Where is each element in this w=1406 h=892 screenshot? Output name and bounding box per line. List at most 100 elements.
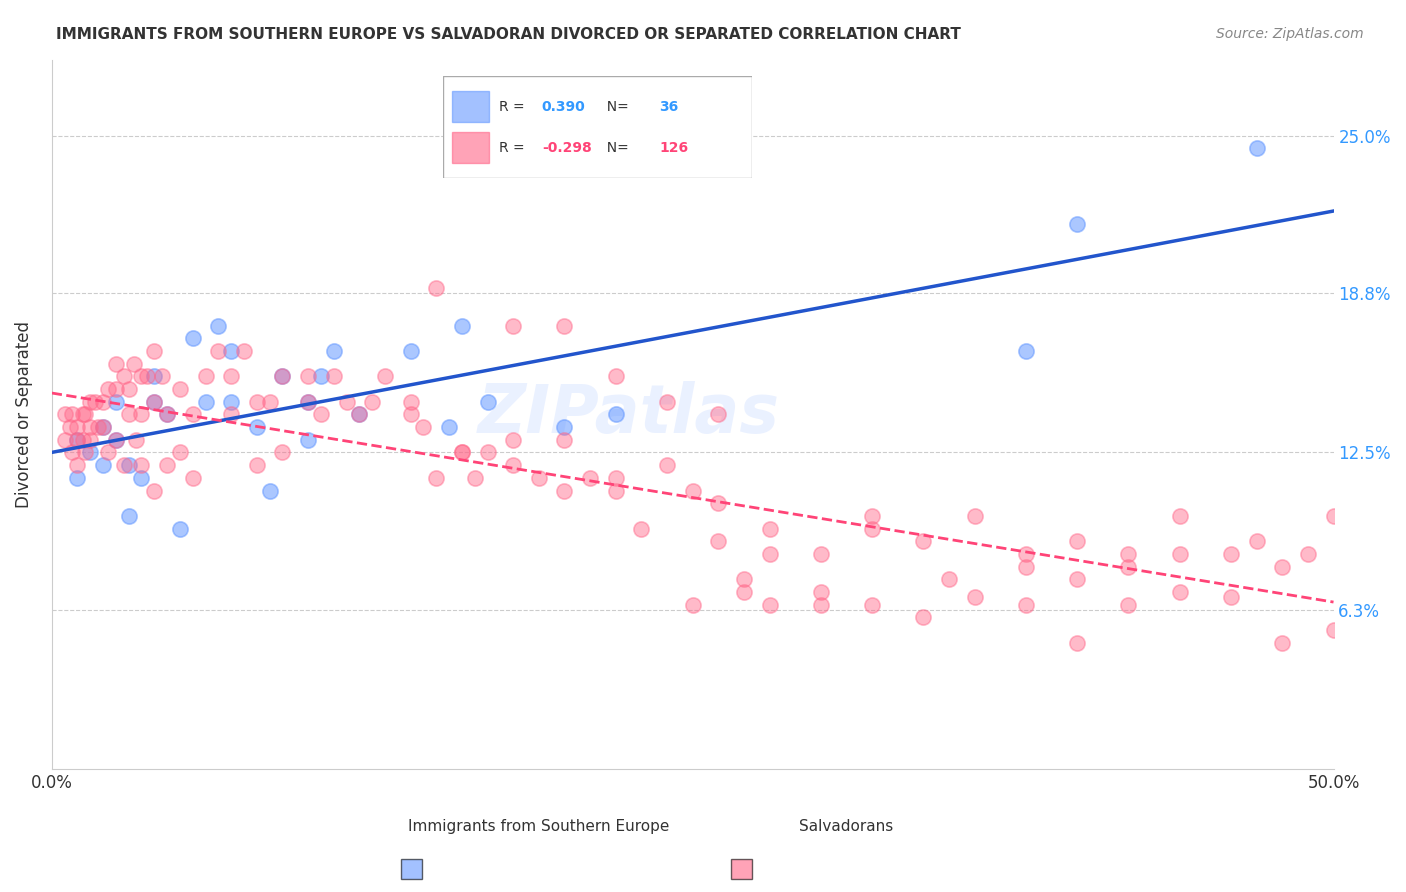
Point <box>553 433 575 447</box>
Point <box>605 483 627 498</box>
Point <box>112 369 135 384</box>
Point <box>131 408 153 422</box>
Point <box>1015 547 1038 561</box>
Point <box>464 471 486 485</box>
Point <box>963 508 986 523</box>
Point <box>1296 547 1319 561</box>
Point <box>91 420 114 434</box>
Point <box>60 445 83 459</box>
Point <box>437 420 460 434</box>
Point <box>118 458 141 472</box>
Point <box>1220 590 1243 604</box>
Point <box>75 445 97 459</box>
Point <box>553 318 575 333</box>
Point <box>1168 508 1191 523</box>
Point <box>156 408 179 422</box>
Point <box>143 394 166 409</box>
Point <box>72 408 94 422</box>
Point <box>271 369 294 384</box>
Point <box>112 458 135 472</box>
Point <box>131 369 153 384</box>
Text: 0.390: 0.390 <box>541 100 586 113</box>
Text: N=: N= <box>598 100 633 113</box>
Text: IMMIGRANTS FROM SOUTHERN EUROPE VS SALVADORAN DIVORCED OR SEPARATED CORRELATION : IMMIGRANTS FROM SOUTHERN EUROPE VS SALVA… <box>56 27 962 42</box>
Point <box>412 420 434 434</box>
Point <box>156 408 179 422</box>
Point <box>143 344 166 359</box>
Point <box>963 590 986 604</box>
Point <box>655 458 678 472</box>
Point <box>72 433 94 447</box>
Point <box>860 508 883 523</box>
Point <box>125 433 148 447</box>
Point <box>104 433 127 447</box>
Text: R =: R = <box>499 100 529 113</box>
Point <box>1118 559 1140 574</box>
Point <box>309 369 332 384</box>
Point <box>810 585 832 599</box>
Point <box>502 433 524 447</box>
Point <box>297 369 319 384</box>
Bar <box>453 91 489 122</box>
Point <box>605 471 627 485</box>
Point <box>66 433 89 447</box>
Point <box>707 496 730 510</box>
Point <box>91 394 114 409</box>
Point <box>1271 559 1294 574</box>
Point <box>143 394 166 409</box>
Point <box>733 585 755 599</box>
Point <box>399 408 422 422</box>
Point <box>169 382 191 396</box>
Point <box>1168 547 1191 561</box>
Point <box>1246 534 1268 549</box>
Point <box>425 471 447 485</box>
Point <box>118 382 141 396</box>
Point <box>758 598 780 612</box>
Point <box>733 572 755 586</box>
Point <box>66 471 89 485</box>
Point <box>912 534 935 549</box>
Point <box>1066 534 1088 549</box>
Point <box>309 408 332 422</box>
Point <box>246 394 269 409</box>
Point <box>682 483 704 498</box>
Point <box>1066 572 1088 586</box>
Point <box>53 433 76 447</box>
Point <box>118 408 141 422</box>
Text: Source: ZipAtlas.com: Source: ZipAtlas.com <box>1216 27 1364 41</box>
Point <box>219 394 242 409</box>
Point <box>860 522 883 536</box>
Point <box>502 458 524 472</box>
Point <box>156 458 179 472</box>
Point <box>104 382 127 396</box>
Point <box>181 408 204 422</box>
Point <box>451 445 474 459</box>
Point <box>271 445 294 459</box>
Point <box>502 318 524 333</box>
Point <box>97 382 120 396</box>
Point <box>79 420 101 434</box>
Point <box>233 344 256 359</box>
Point <box>194 394 217 409</box>
Point <box>131 458 153 472</box>
Point <box>810 547 832 561</box>
Point <box>219 408 242 422</box>
Point <box>84 394 107 409</box>
Point <box>79 445 101 459</box>
Point <box>477 445 499 459</box>
Point <box>1066 218 1088 232</box>
Point <box>451 318 474 333</box>
Y-axis label: Divorced or Separated: Divorced or Separated <box>15 321 32 508</box>
Point <box>1322 623 1344 637</box>
Point <box>1066 635 1088 649</box>
Point <box>104 357 127 371</box>
Point <box>1246 141 1268 155</box>
Text: Salvadorans: Salvadorans <box>800 819 894 834</box>
Point <box>66 420 89 434</box>
Point <box>259 394 281 409</box>
Point <box>1015 598 1038 612</box>
Point <box>605 408 627 422</box>
Point <box>1322 508 1344 523</box>
Point <box>1168 585 1191 599</box>
Point <box>682 598 704 612</box>
